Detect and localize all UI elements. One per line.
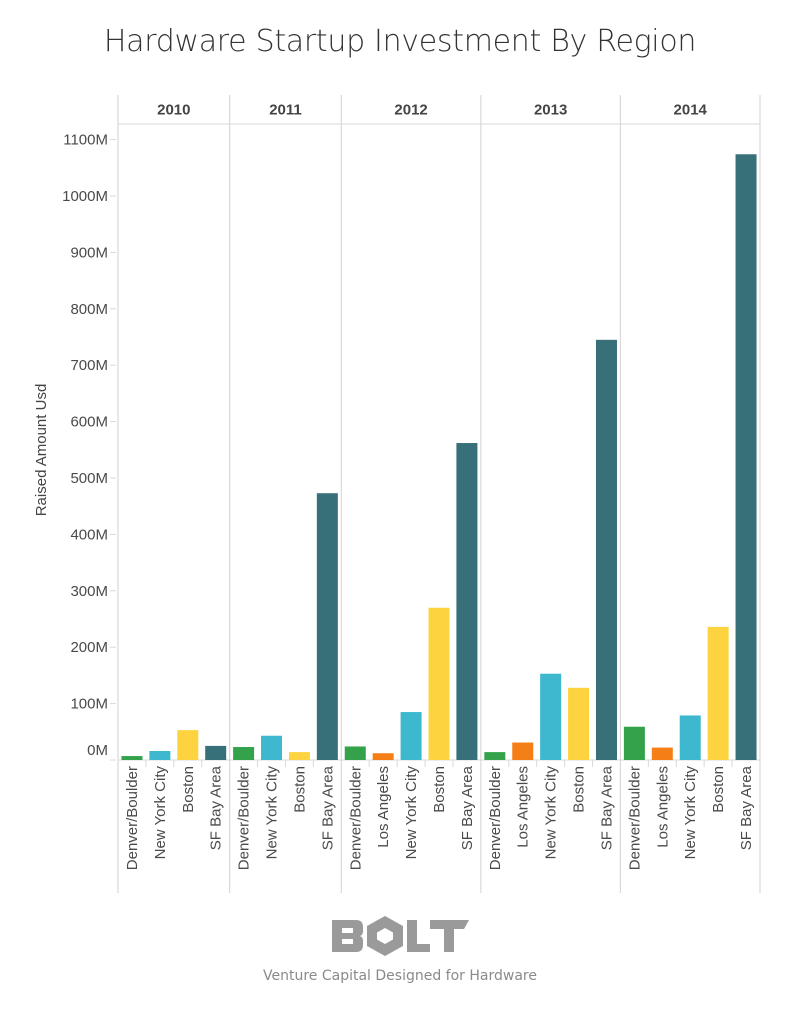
- x-category-label: New York City: [682, 766, 699, 860]
- logo-letter-l: [407, 920, 430, 952]
- bar: [344, 746, 366, 760]
- x-category-label: SF Bay Area: [208, 765, 225, 850]
- bar: [651, 747, 673, 760]
- bar: [149, 750, 171, 760]
- bar: [261, 735, 283, 760]
- y-tick-label: 0M: [87, 742, 108, 759]
- logo-letter-b: [332, 920, 363, 952]
- bolt-logo: [332, 916, 469, 956]
- bar: [707, 626, 729, 760]
- x-axis: Denver/Boulder New York City Boston SF Bay …: [124, 760, 755, 870]
- x-category-label: Boston: [180, 766, 197, 813]
- x-category-label: Denver/Boulder: [487, 766, 504, 870]
- y-tick-label: 900M: [70, 244, 108, 261]
- footer-tagline: Venture Capital Designed for Hardware: [263, 968, 537, 984]
- y-tick-label: 100M: [70, 696, 108, 713]
- y-tick-label: 400M: [70, 526, 108, 543]
- y-tick-label: 1100M: [63, 132, 108, 149]
- x-category-label: SF Bay Area: [319, 765, 336, 850]
- bar: [428, 607, 450, 760]
- bar: [456, 443, 478, 760]
- x-category-label: New York City: [543, 766, 560, 860]
- bar: [121, 756, 143, 760]
- x-category-label: SF Bay Area: [598, 765, 615, 850]
- y-tick-label: 200M: [70, 639, 108, 656]
- x-category-label: New York City: [264, 766, 281, 860]
- bar: [233, 747, 255, 760]
- panel-year-label: 2011: [269, 102, 302, 119]
- bar: [372, 753, 394, 760]
- x-category-label: Boston: [710, 766, 727, 813]
- bar: [735, 154, 757, 760]
- panel-year-label: 2013: [534, 102, 567, 119]
- y-axis-title: Raised Amount Usd: [33, 384, 50, 517]
- y-tick-label: 300M: [70, 583, 108, 600]
- y-tick-label: 500M: [70, 470, 108, 487]
- x-category-label: Denver/Boulder: [236, 766, 253, 870]
- panel-year-label: 2014: [674, 102, 708, 119]
- bar: [484, 752, 506, 760]
- panel-year-label: 2012: [394, 102, 427, 119]
- x-category-label: Denver/Boulder: [626, 766, 643, 870]
- logo-letter-t: [430, 920, 469, 952]
- bar: [177, 730, 199, 760]
- bar: [288, 752, 310, 760]
- y-tick-label: 800M: [70, 301, 108, 318]
- y-tick-label: 600M: [70, 414, 108, 431]
- x-category-label: New York City: [403, 766, 420, 860]
- x-category-label: SF Bay Area: [459, 765, 476, 850]
- bar: [623, 726, 645, 760]
- bar: [568, 687, 590, 760]
- x-category-label: Los Angeles: [375, 766, 392, 848]
- y-axis: 0M 100M 200M 300M 400M 500M 600M 700M 800M 900M 10…: [62, 132, 116, 761]
- y-tick-label: 1000M: [62, 188, 108, 205]
- chart-title: Hardware Startup Investment By Region: [103, 24, 697, 59]
- x-category-label: SF Bay Area: [738, 765, 755, 850]
- x-category-label: New York City: [152, 766, 169, 860]
- x-category-label: Los Angeles: [515, 766, 532, 848]
- bar: [595, 339, 617, 760]
- x-category-label: Denver/Boulder: [124, 766, 141, 870]
- bars: [121, 154, 757, 760]
- bar: [205, 745, 227, 760]
- panel-year-label: 2010: [157, 102, 190, 119]
- bar: [400, 712, 422, 760]
- bar: [540, 673, 562, 760]
- x-category-label: Boston: [571, 766, 588, 813]
- logo-letter-o-hex-nut: [367, 916, 403, 956]
- x-category-label: Denver/Boulder: [347, 766, 364, 870]
- x-category-label: Boston: [431, 766, 448, 813]
- y-tick-label: 700M: [70, 357, 108, 374]
- bar: [679, 715, 701, 760]
- x-category-label: Boston: [291, 766, 308, 813]
- bar: [512, 742, 534, 760]
- x-category-label: Los Angeles: [654, 766, 671, 848]
- bar: [316, 493, 338, 760]
